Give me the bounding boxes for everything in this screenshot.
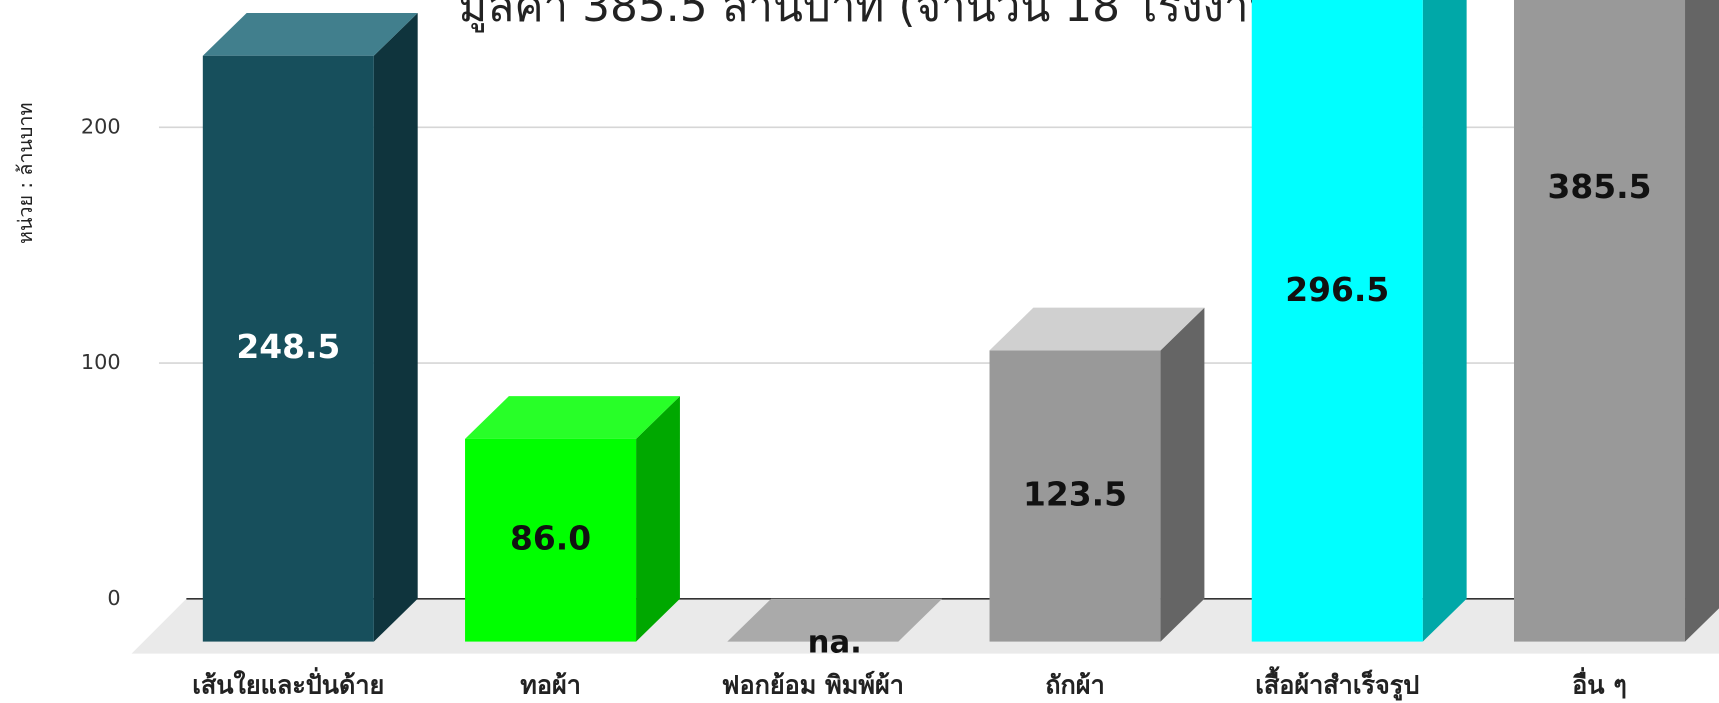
x-tick-label: ทอผ้า (520, 671, 581, 700)
bar (465, 438, 637, 642)
x-tick-label: เสื้อผ้าสำเร็จรูป (1255, 666, 1419, 702)
bar (989, 350, 1161, 642)
value-label: 86.0 (510, 519, 591, 558)
bar-side (636, 396, 680, 642)
value-label: 296.5 (1285, 270, 1389, 309)
bar-side (1685, 0, 1719, 642)
bar-top (202, 12, 418, 56)
value-label: na. (808, 625, 862, 660)
y-tick-label: 100 (81, 350, 121, 374)
value-label: 123.5 (1023, 475, 1127, 514)
x-tick-label: เส้นใยและปั่นด้าย (192, 667, 384, 700)
chart-title: มูลค่า 385.5 ล้านบาท (จำนวน 18 โรงงาน) (458, 0, 1295, 33)
y-axis-label: หน่วย : ล้านบาท (14, 103, 37, 245)
value-label: 248.5 (236, 327, 340, 366)
bar-top (465, 396, 680, 439)
x-tick-label: อื่น ๆ (1572, 667, 1627, 700)
y-tick-label: 200 (81, 114, 121, 138)
x-tick-label: ฟอกย้อม พิมพ์ผ้า (722, 671, 904, 700)
bar-side (1422, 0, 1467, 642)
y-tick-label: 0 (107, 586, 120, 610)
x-tick-label: ถักผ้า (1045, 671, 1104, 700)
bar (202, 55, 374, 642)
empty-bar-base (727, 598, 943, 642)
bar-top (989, 307, 1205, 351)
bar (1251, 0, 1423, 642)
bar-side (1160, 307, 1205, 642)
bar-side (373, 12, 418, 642)
bar (1513, 0, 1686, 642)
value-label: 385.5 (1548, 167, 1652, 206)
